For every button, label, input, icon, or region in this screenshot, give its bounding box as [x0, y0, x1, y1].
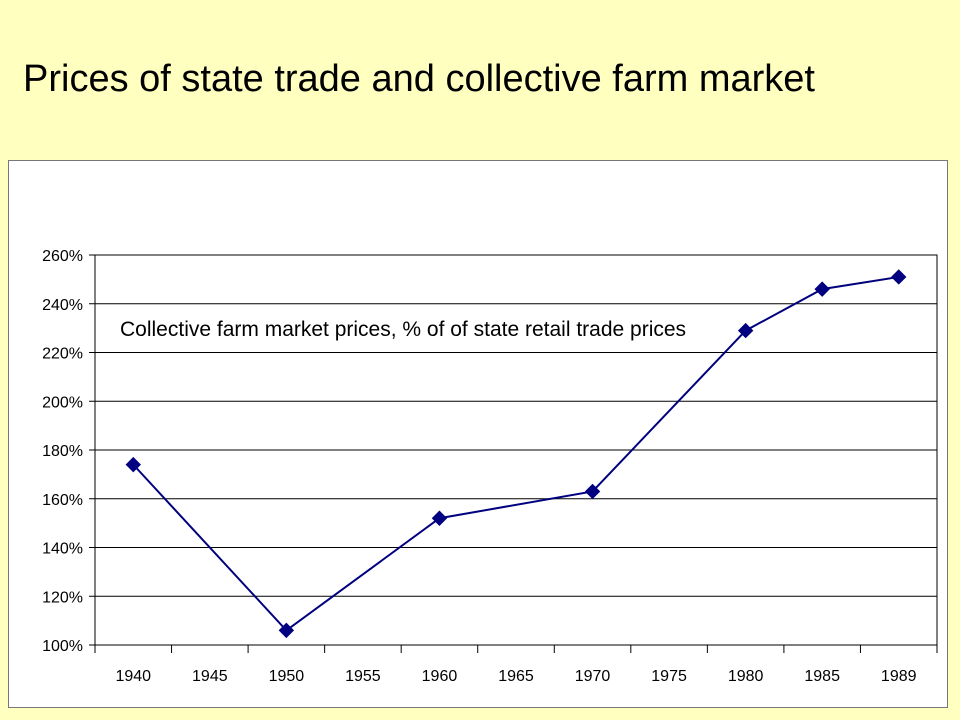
series-layer	[125, 269, 907, 639]
y-tick-label: 100%	[42, 638, 83, 655]
x-tick-label: 1960	[422, 668, 458, 685]
chart-annotation: Collective farm market prices, % of of s…	[120, 318, 686, 341]
y-tick-label: 140%	[42, 541, 83, 558]
x-tick-label: 1955	[345, 668, 381, 685]
x-tick-label: 1970	[575, 668, 611, 685]
data-point-marker	[125, 456, 141, 473]
y-tick-label: 200%	[42, 394, 83, 411]
x-tick-label: 1940	[115, 668, 151, 685]
data-point-marker	[278, 622, 295, 639]
x-tick-label: 1989	[881, 668, 917, 685]
y-tick-label: 160%	[42, 492, 83, 509]
x-tick-label: 1965	[498, 668, 534, 685]
x-tick-label: 1985	[804, 668, 840, 685]
data-point-marker	[737, 322, 754, 339]
slide-title: Prices of state trade and collective far…	[23, 58, 815, 100]
x-tick-label: 1975	[651, 668, 687, 685]
data-point-marker	[891, 269, 907, 285]
data-point-marker	[431, 510, 448, 526]
data-point-marker	[584, 483, 601, 500]
y-tick-label: 220%	[42, 346, 83, 363]
x-axis-category-dividers	[94, 645, 938, 653]
data-point-marker	[814, 281, 830, 297]
gridlines	[89, 254, 937, 646]
y-tick-label: 240%	[42, 297, 83, 314]
x-tick-label: 1950	[269, 668, 305, 685]
y-tick-label: 120%	[42, 589, 83, 606]
x-tick-label: 1945	[192, 668, 228, 685]
x-tick-label: 1980	[728, 668, 764, 685]
y-tick-label: 260%	[42, 248, 83, 265]
x-axis-tick-labels: 1940 1945 1950 1955 1960 1965 1970 1975 1980 1985…	[115, 668, 916, 685]
y-axis-tick-labels: 100% 120% 140% 160% 180% 200% 220% 240% 260%	[42, 248, 83, 655]
y-tick-label: 180%	[42, 443, 83, 460]
